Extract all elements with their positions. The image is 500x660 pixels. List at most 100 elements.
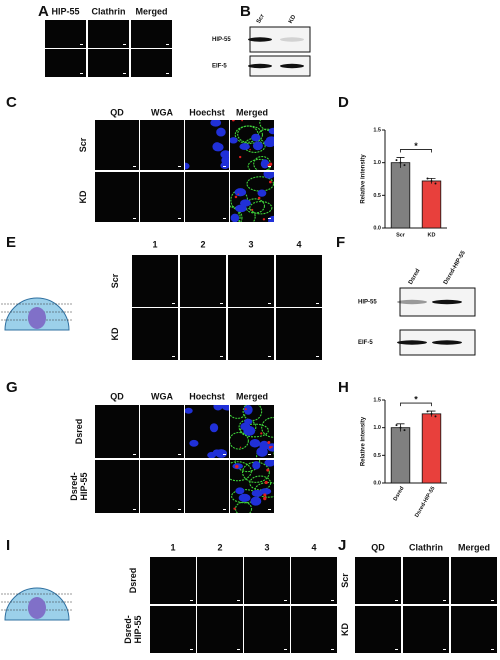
image-bg	[276, 255, 322, 307]
nucleus	[256, 446, 268, 457]
micrograph	[228, 308, 274, 360]
y-tick-label: 1.0	[373, 425, 381, 431]
x-tick-label: KD	[428, 232, 436, 238]
point	[403, 164, 406, 167]
scale-bar	[172, 356, 175, 357]
column-label: Merged	[236, 391, 268, 401]
micrograph	[185, 460, 229, 513]
image-bg	[140, 120, 184, 170]
micrograph	[228, 255, 274, 307]
panel-letter: I	[6, 537, 10, 554]
qd-dot	[244, 408, 247, 411]
column-label: Merged	[458, 542, 490, 552]
nucleus	[221, 405, 229, 411]
column-label: HIP-55	[51, 6, 79, 16]
row-label-line: Scr	[340, 573, 350, 588]
scale-bar	[331, 600, 334, 601]
scale-bar	[172, 303, 175, 304]
micrograph	[95, 172, 139, 222]
image-bg	[131, 20, 172, 48]
nucleus	[207, 451, 217, 458]
nucleus	[220, 150, 229, 159]
scale-bar	[316, 303, 319, 304]
column-label: QD	[110, 391, 124, 401]
scale-bar	[178, 509, 181, 510]
qd-dot	[257, 196, 261, 200]
column-label: Clathrin	[91, 6, 125, 16]
micrograph	[95, 120, 139, 170]
nucleus	[209, 423, 219, 433]
qd-dot	[266, 468, 270, 472]
significance-label: *	[414, 141, 418, 151]
qd-dot	[268, 446, 272, 449]
scale-bar	[237, 600, 240, 601]
row-label-line: Dsred	[128, 568, 138, 594]
image-bg	[185, 172, 229, 222]
row-label-line: KD	[340, 623, 350, 636]
membrane	[249, 200, 273, 215]
scale-bar	[80, 73, 83, 74]
nucleus	[212, 142, 224, 152]
nucleus	[263, 172, 274, 179]
scale-bar	[443, 600, 446, 601]
scale-bar	[178, 218, 181, 219]
image-bg	[197, 557, 243, 604]
micrograph	[230, 405, 274, 458]
micrograph	[180, 308, 226, 360]
scale-bar	[491, 600, 494, 601]
column-label: 3	[248, 239, 253, 249]
column-label: QD	[110, 107, 124, 117]
panel-letter: E	[6, 234, 16, 251]
y-tick-label: 0.5	[373, 193, 381, 199]
row-label-line: HIP-55	[79, 472, 89, 500]
qd-dot	[233, 507, 236, 510]
row-label: Scr	[110, 273, 120, 288]
micrograph	[197, 606, 243, 653]
scale-bar	[190, 649, 193, 650]
point	[399, 161, 402, 164]
micrograph	[244, 557, 290, 604]
y-axis-label: Relative intensity	[361, 154, 367, 204]
qd-dot	[269, 180, 272, 184]
image-bg	[291, 606, 337, 653]
band	[248, 37, 272, 42]
nucleus	[213, 405, 223, 411]
nucleus	[264, 460, 274, 467]
qd-dot	[241, 120, 244, 122]
image-bg	[403, 606, 449, 653]
row-label: KD	[340, 623, 350, 636]
nucleus	[216, 127, 226, 137]
bar	[390, 162, 411, 229]
y-axis-label: Relative intensity	[361, 416, 367, 466]
micrograph	[355, 557, 401, 604]
row-label: Dsred-HIP-55	[69, 472, 89, 501]
image-bg	[150, 606, 196, 653]
scale-bar	[223, 454, 226, 455]
image-bg	[132, 255, 178, 307]
image-bg	[150, 557, 196, 604]
image-bg	[355, 606, 401, 653]
qd-dot	[264, 480, 268, 485]
micrograph	[95, 460, 139, 513]
y-tick-label: 1.0	[373, 160, 381, 166]
band	[432, 340, 462, 345]
point	[426, 177, 429, 180]
image-bg	[88, 49, 129, 77]
micrograph	[150, 557, 196, 604]
band	[397, 299, 427, 305]
nucleus	[252, 461, 261, 470]
scale-bar	[220, 356, 223, 357]
row-label: Dsred	[128, 568, 138, 594]
image-bg	[131, 49, 172, 77]
column-label: 1	[152, 239, 157, 249]
row-label: KD	[78, 190, 88, 203]
nucleus	[260, 159, 270, 169]
qd-dot	[234, 195, 238, 199]
image-bg	[95, 120, 139, 170]
image-bg	[140, 460, 184, 513]
point	[434, 415, 437, 418]
schematic-nucleus	[28, 597, 46, 619]
micrograph	[180, 255, 226, 307]
point	[399, 426, 402, 429]
row-label: Dsred-HIP-55	[123, 615, 143, 644]
